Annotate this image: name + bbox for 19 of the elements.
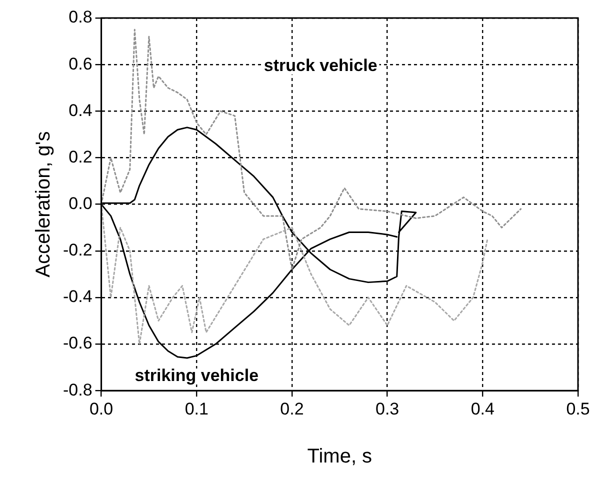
annotation: struck vehicle — [264, 56, 378, 76]
y-tick-label: 0.8 — [68, 8, 92, 27]
x-axis-title: Time, s — [307, 446, 372, 468]
y-tick-label: -0.2 — [62, 240, 92, 260]
annotation: striking vehicle — [134, 366, 259, 386]
x-tick-label: 0.0 — [89, 399, 114, 418]
y-tick-label: -0.4 — [62, 287, 92, 306]
y-axis-title: Acceleration, g's — [32, 131, 55, 278]
y-tick-label: 0.4 — [68, 100, 92, 120]
y-tick-label: 0.6 — [68, 54, 92, 74]
y-tick-label: -0.6 — [62, 334, 92, 353]
x-tick-label: 0.4 — [470, 399, 494, 418]
x-tick-label: 0.1 — [184, 399, 208, 418]
x-tick-label: 0.2 — [280, 399, 304, 418]
x-tick-label: 0.5 — [566, 399, 590, 418]
y-tick-label: 0.0 — [68, 194, 92, 213]
y-tick-label: 0.2 — [68, 147, 92, 166]
x-tick-label: 0.3 — [375, 399, 400, 418]
y-tick-label: -0.8 — [62, 380, 92, 400]
